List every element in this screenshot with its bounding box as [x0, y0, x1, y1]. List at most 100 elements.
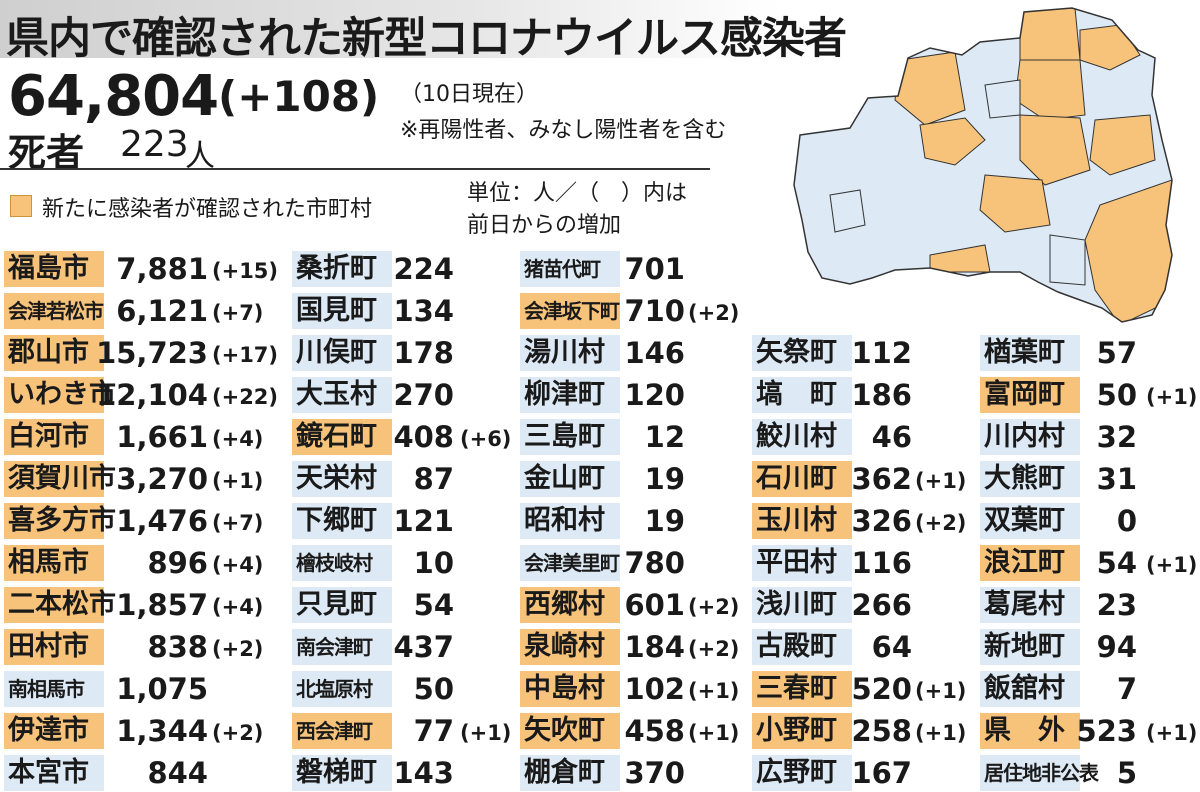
table-row: 磐梯町 143 [0, 755, 1200, 792]
unit-note-line1: 単位：人／（ ）内は [467, 181, 688, 206]
case-count: 46 [871, 420, 912, 454]
case-count: 121 [393, 504, 454, 538]
case-count: 0 [1116, 504, 1137, 538]
case-count: 5 [1116, 756, 1137, 790]
municipality-name: 白河市 [4, 419, 104, 455]
municipality-name: いわき市 [4, 377, 116, 413]
municipality-name: 矢祭町 [752, 335, 852, 371]
case-count: 50 [413, 672, 454, 706]
case-change: (+4) [212, 595, 264, 619]
case-count: 143 [393, 756, 454, 790]
case-count: 601 [624, 588, 685, 622]
case-change: (+2) [688, 637, 740, 661]
municipality-name: 葛尾村 [980, 587, 1080, 623]
table-row: 会津美里町 780 [0, 545, 1200, 587]
table-row: 湯川村 146 [0, 335, 1200, 377]
case-change: (+1) [1146, 553, 1198, 577]
municipality-name: 檜枝岐村 [292, 545, 392, 581]
case-count: 844 [147, 756, 208, 790]
municipality-name: 相馬市 [4, 545, 104, 581]
divider [0, 168, 710, 170]
municipality-name: 三島町 [520, 419, 620, 455]
table-row: 檜枝岐村 10 [0, 545, 1200, 587]
municipality-name: 西会津町 [292, 713, 392, 749]
municipality-name: 会津若松市 [4, 293, 104, 329]
case-count: 896 [147, 546, 208, 580]
municipality-name: 二本松市 [4, 587, 116, 623]
municipality-name: 石川町 [752, 461, 852, 497]
case-change: (+1) [212, 469, 264, 493]
municipality-name: 北塩原村 [292, 671, 392, 707]
table-row: 桑折町 224 [0, 251, 1200, 293]
deaths-count: 223 [120, 124, 189, 165]
municipality-name: 浅川町 [752, 587, 852, 623]
municipality-name: 須賀川市 [4, 461, 116, 497]
table-row: 南会津町 437 [0, 629, 1200, 671]
case-count: 1,857 [116, 588, 208, 622]
municipality-name: 喜多方市 [4, 503, 116, 539]
page-title: 県内で確認された新型コロナウイルス感染者 [6, 14, 847, 64]
table-row: 西会津町 77 (+1) [0, 713, 1200, 755]
municipality-name: 昭和村 [520, 503, 620, 539]
table-row: 相馬市 896 (+4) [0, 545, 1200, 587]
case-count: 10 [413, 546, 454, 580]
case-count: 23 [1096, 588, 1137, 622]
table-row: 川内村 32 [0, 419, 1200, 461]
municipality-name: 川内村 [980, 419, 1080, 455]
case-count: 146 [624, 336, 685, 370]
table-row: 玉川村 326 (+2) [0, 503, 1200, 545]
case-count: 370 [624, 756, 685, 790]
municipality-name: 川俣町 [292, 335, 392, 371]
municipality-name: 只見町 [292, 587, 392, 623]
municipality-name: 西郷村 [520, 587, 620, 623]
municipality-name: 南相馬市 [4, 671, 104, 707]
table-row: 浅川町 266 [0, 587, 1200, 629]
table-row: 喜多方市 1,476 (+7) [0, 503, 1200, 545]
case-count: 167 [851, 756, 912, 790]
case-count: 838 [147, 630, 208, 664]
table-row: 新地町 94 [0, 629, 1200, 671]
municipality-name: 湯川村 [520, 335, 620, 371]
table-row: 県 外 523 (+1) [0, 713, 1200, 755]
municipality-name: 桑折町 [292, 251, 392, 287]
title-bar: 県内で確認された新型コロナウイルス感染者 [0, 0, 847, 64]
table-row: 広野町 167 [0, 755, 1200, 792]
table-row: 三春町 520 (+1) [0, 671, 1200, 713]
case-count: 120 [624, 378, 685, 412]
case-change: (+2) [915, 511, 967, 535]
case-change: (+4) [212, 427, 264, 451]
case-count: 701 [624, 252, 685, 286]
table-row: 鮫川村 46 [0, 419, 1200, 461]
case-count: 57 [1096, 336, 1137, 370]
case-count: 1,476 [116, 504, 208, 538]
municipality-name: 矢吹町 [520, 713, 620, 749]
case-change: (+4) [212, 553, 264, 577]
case-count: 54 [413, 588, 454, 622]
municipality-name: 飯舘村 [980, 671, 1080, 707]
table-row: 本宮市 844 [0, 755, 1200, 792]
case-count: 523 [1076, 714, 1137, 748]
unit-note: 単位：人／（ ）内は 前日からの増加 [467, 178, 687, 242]
municipality-name: 居住地非公表 [980, 755, 1099, 791]
municipality-name: 福島市 [4, 251, 104, 287]
table-row: 下郷町 121 [0, 503, 1200, 545]
case-count: 134 [393, 294, 454, 328]
case-change: (+2) [688, 301, 740, 325]
municipality-name: 会津坂下町 [520, 293, 620, 329]
municipality-name: 猪苗代町 [520, 251, 620, 287]
as-of-date: （10日現在） [400, 82, 538, 107]
case-change: (+1) [1146, 385, 1198, 409]
case-count: 7 [1116, 672, 1137, 706]
table-row: 国見町 134 [0, 293, 1200, 335]
table-row: 天栄村 87 [0, 461, 1200, 503]
municipality-name: 塙 町 [752, 377, 852, 413]
case-change: (+2) [212, 721, 264, 745]
table-row: 塙 町 186 [0, 377, 1200, 419]
municipality-name: 会津美里町 [520, 545, 620, 581]
table-row: 泉崎村 184 (+2) [0, 629, 1200, 671]
municipality-name: 鮫川村 [752, 419, 852, 455]
case-count: 458 [624, 714, 685, 748]
municipality-name: 中島村 [520, 671, 620, 707]
municipality-name: 南会津町 [292, 629, 392, 665]
case-count: 362 [851, 462, 912, 496]
